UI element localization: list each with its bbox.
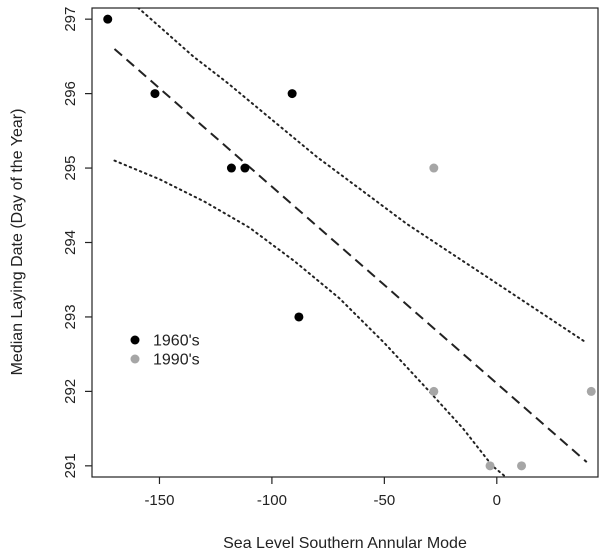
y-tick-label: 292: [62, 379, 79, 404]
confidence-band-upper: [136, 8, 588, 344]
point-series-1: [226, 163, 236, 173]
y-tick-label: 297: [62, 7, 79, 32]
y-tick-label: 296: [62, 81, 79, 106]
point-series-2: [586, 386, 596, 396]
legend-label: 1960's: [153, 333, 200, 350]
y-tick-label: 291: [62, 453, 79, 478]
confidence-band-lower: [113, 159, 508, 477]
y-tick-label: 294: [62, 230, 79, 255]
data-points: [103, 14, 596, 471]
point-series-1: [150, 89, 160, 99]
x-tick-label: 0: [493, 492, 501, 509]
point-series-1: [287, 89, 297, 99]
regression-line: [113, 48, 588, 463]
x-axis-title: Sea Level Southern Annular Mode: [223, 535, 467, 552]
y-axis-title: Median Laying Date (Day of the Year): [9, 109, 26, 376]
point-series-1: [240, 163, 250, 173]
point-series-2: [429, 163, 439, 173]
point-series-2: [517, 461, 527, 471]
point-series-1: [294, 312, 304, 322]
point-series-2: [429, 386, 439, 396]
legend-label: 1990's: [153, 352, 200, 369]
x-tick-label: -50: [374, 492, 396, 509]
y-tick-label: 295: [62, 156, 79, 181]
point-series-1: [103, 14, 113, 24]
regression-line-group: [113, 48, 588, 463]
y-axis: 291 292 293 294 295 296 297: [62, 7, 92, 478]
legend-marker: [130, 335, 140, 345]
x-axis: -150 -100 -50 0: [144, 477, 501, 509]
legend-marker: [130, 354, 140, 364]
x-tick-label: -150: [144, 492, 174, 509]
point-series-2: [485, 461, 495, 471]
plot-frame: [91, 7, 599, 478]
y-tick-label: 293: [62, 304, 79, 329]
legend: 1960's 1990's: [130, 333, 200, 369]
confidence-band: [113, 8, 588, 477]
x-tick-label: -100: [257, 492, 287, 509]
